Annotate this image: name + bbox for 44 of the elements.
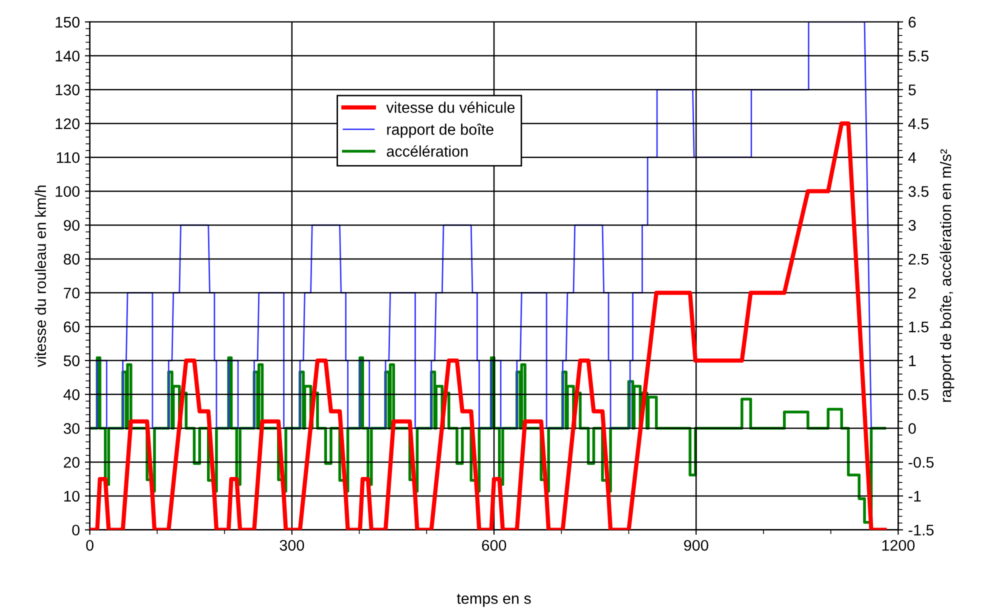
y-tick-label: 30 (64, 423, 80, 434)
y2-tick-label: 3 (908, 220, 916, 231)
y2-tick-label: -1 (908, 490, 921, 502)
y2-tick-label: 0 (908, 423, 916, 434)
y2-tick-label: 1.5 (909, 322, 929, 332)
x-tick-label: 300 (280, 540, 304, 551)
y-tick-label: 50 (64, 355, 80, 366)
y2-tick-label: 1 (909, 356, 916, 366)
y2-tick-label: 4.5 (908, 118, 929, 130)
y-tick-label: 60 (64, 322, 80, 332)
y-tick-label: 120 (56, 118, 80, 130)
y-tick-label: 110 (56, 152, 80, 164)
x-tick-label: 600 (482, 540, 506, 551)
y2-tick-label: 3.5 (908, 186, 929, 197)
x-tick-label: 900 (684, 540, 708, 551)
y-tick-label: 140 (56, 50, 80, 62)
y2-tick-label: 5.5 (908, 50, 929, 62)
y-tick-label: 100 (56, 186, 80, 197)
legend-label: vitesse du véhicule (386, 102, 515, 113)
x-axis-title: temps en s (456, 594, 531, 607)
y2-tick-label: 6 (908, 16, 916, 28)
y2-tick-label: 0.5 (908, 389, 929, 400)
y2-tick-label: 5 (908, 84, 916, 96)
y2-tick-label: -1.5 (908, 524, 934, 536)
y-axis-title: vitesse du rouleau en km/h (34, 186, 46, 368)
x-tick-label: 1200 (882, 540, 915, 551)
legend-label: accélération (386, 145, 468, 157)
y2-tick-label: -0.5 (908, 456, 934, 468)
y2-tick-label: 2.5 (908, 254, 929, 265)
y-tick-label: 40 (63, 389, 80, 400)
legend-label: rapport de boîte (387, 124, 494, 138)
line-series (90, 121, 887, 530)
y-tick-label: 0 (72, 524, 80, 536)
y-tick-label: 80 (64, 254, 80, 265)
y-tick-label: 150 (56, 16, 80, 28)
y-tick-label: 130 (56, 84, 80, 96)
y2-tick-label: 4 (908, 152, 916, 163)
y-tick-label: 10 (64, 490, 80, 502)
y-tick-label: 70 (64, 288, 80, 298)
x-tick-label: 0 (86, 540, 94, 551)
y-tick-label: 90 (64, 220, 80, 231)
y2-tick-label: 2 (908, 288, 916, 298)
y-tick-label: 20 (64, 456, 80, 468)
y2-axis-title: rapport de boîte, accélération en m/s² (940, 149, 954, 402)
